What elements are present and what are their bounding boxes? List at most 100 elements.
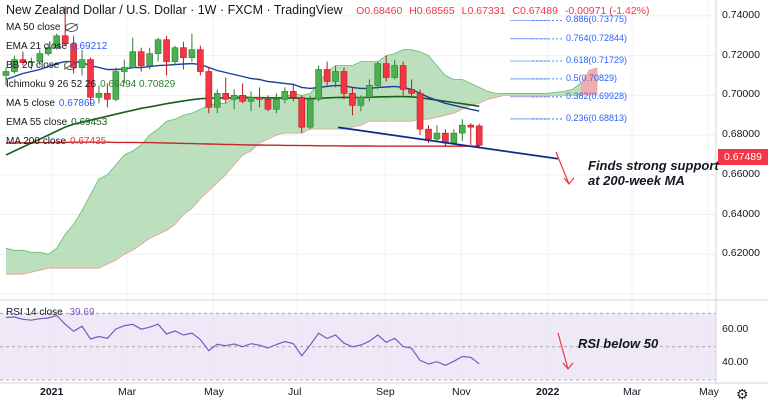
- legend-name: EMA 21 close: [6, 41, 68, 52]
- candle-body: [78, 59, 86, 68]
- legend-row[interactable]: EMA 21 close 0.69212: [6, 41, 107, 52]
- legend-name: MA 50 close: [6, 22, 61, 33]
- rsi-tick-label: 60.00: [722, 323, 749, 335]
- legend-name: MA 200 close: [6, 136, 67, 147]
- legend-name: MA 5 close: [6, 98, 55, 109]
- time-tick-label: Jul: [288, 386, 302, 398]
- gear-icon[interactable]: ⚙: [736, 386, 749, 402]
- ohlc-values: O0.68460 H0.68565 L0.67331 C0.67489 -0.0…: [356, 5, 649, 17]
- candle-body: [391, 65, 399, 78]
- candle-body: [357, 97, 365, 106]
- candle-body: [281, 91, 289, 100]
- candle-body: [349, 93, 356, 106]
- candle-body: [247, 97, 255, 102]
- candle-body: [44, 47, 52, 54]
- candle-body: [382, 63, 390, 78]
- ohlc-high: H0.68565: [409, 5, 455, 17]
- candle-body: [188, 49, 196, 58]
- candle-body: [475, 125, 483, 146]
- candle-body: [95, 93, 103, 98]
- support-trendline: [337, 126, 559, 160]
- candle-body: [205, 71, 213, 108]
- candle-body: [323, 69, 331, 82]
- axes: [0, 0, 768, 384]
- rsi-arrow-head: [562, 362, 574, 370]
- legend-row[interactable]: Ichimoku 9 26 52 26 0.69494 0.70829: [6, 79, 175, 90]
- legend-row[interactable]: EMA 55 close 0.69453: [6, 117, 107, 128]
- candle-body: [289, 91, 297, 98]
- candles[interactable]: [2, 5, 483, 149]
- legend-value: 0.69453: [71, 117, 108, 128]
- legend-name: Ichimoku 9 26 52 26: [6, 79, 97, 90]
- candle-body: [53, 35, 61, 48]
- legend-value: 0.69494 0.70829: [100, 79, 176, 90]
- support-arrow: [555, 151, 570, 185]
- candle-body: [213, 93, 221, 108]
- time-tick-label: May: [699, 386, 719, 398]
- ohlc-close: C0.67489: [512, 5, 558, 17]
- candle-body: [137, 51, 145, 66]
- candle-body: [129, 51, 137, 68]
- time-tick-label: Mar: [118, 386, 137, 398]
- cloud-fill: [6, 49, 581, 275]
- candle-body: [222, 93, 229, 100]
- fib-label: 0.764(0.72844): [566, 32, 628, 43]
- fib-label: 0.618(0.71729): [566, 55, 628, 65]
- candle-body: [433, 132, 441, 140]
- time-tick-label: 2021: [40, 386, 64, 398]
- time-tick-label: Nov: [452, 386, 471, 398]
- chart-header: New Zealand Dollar / U.S. Dollar · 1W · …: [6, 3, 650, 17]
- fib-label: 0.236(0.68813): [566, 112, 628, 123]
- legend-row[interactable]: MA 5 close 0.67869: [6, 98, 95, 109]
- legend-name: BB 20 close: [6, 60, 60, 71]
- candle-body: [340, 71, 348, 94]
- support-arrow-head: [563, 177, 575, 185]
- last-price-tag: 0.67489: [718, 149, 768, 165]
- price-tick-label: 0.64000: [722, 207, 760, 220]
- candle-body: [171, 47, 179, 62]
- time-tick-label: 2022: [536, 386, 560, 398]
- candle-body: [366, 85, 373, 98]
- fib-label: 0.5(0.70829): [566, 72, 618, 83]
- candle-body: [416, 93, 424, 130]
- candle-body: [298, 97, 306, 128]
- price-tick-label: 0.66000: [722, 167, 760, 180]
- candle-body: [154, 39, 162, 54]
- candle-body: [104, 93, 111, 100]
- candle-body: [332, 71, 339, 82]
- support-annotation: Finds strong support at 200-week MA: [588, 158, 719, 188]
- ohlc-low: L0.67331: [461, 5, 506, 17]
- candle-body: [11, 59, 18, 72]
- candle-body: [163, 39, 170, 62]
- eye-hidden-icon[interactable]: [64, 60, 78, 70]
- legend-row[interactable]: BB 20 close: [6, 60, 78, 71]
- legend-row[interactable]: MA 200 close 0.67435: [6, 136, 106, 147]
- trendline[interactable]: [337, 126, 559, 160]
- candle-body: [425, 128, 432, 140]
- rsi-legend-value: 39.69: [69, 307, 95, 318]
- rsi-pane: [5, 314, 480, 366]
- candle-body: [399, 65, 407, 90]
- candle-body: [264, 99, 272, 110]
- rsi-line: [5, 314, 480, 366]
- fib-retracement: [510, 19, 562, 120]
- rsi-legend: RSI 14 close 39.69: [6, 307, 95, 318]
- legend-row[interactable]: MA 50 close: [6, 22, 79, 33]
- rsi-arrow: [557, 332, 569, 370]
- candle-body: [112, 71, 120, 100]
- candle-body: [28, 61, 35, 63]
- fib-label: 0.886(0.73775): [566, 14, 628, 25]
- cloud-fill-bearish: [580, 67, 598, 96]
- rsi-tick-label: 40.00: [722, 356, 749, 369]
- rsi-legend-name: RSI 14 close: [6, 307, 63, 318]
- candle-body: [450, 132, 458, 144]
- legend-value: 0.69212: [71, 41, 108, 52]
- ohlc-open: O0.68460: [356, 5, 403, 17]
- candle-body: [273, 99, 280, 110]
- candle-body: [121, 67, 128, 72]
- legend-value: 0.67869: [58, 98, 96, 109]
- eye-hidden-icon[interactable]: [65, 22, 79, 32]
- candle-body: [146, 53, 153, 66]
- symbol-title[interactable]: New Zealand Dollar / U.S. Dollar · 1W · …: [6, 3, 343, 17]
